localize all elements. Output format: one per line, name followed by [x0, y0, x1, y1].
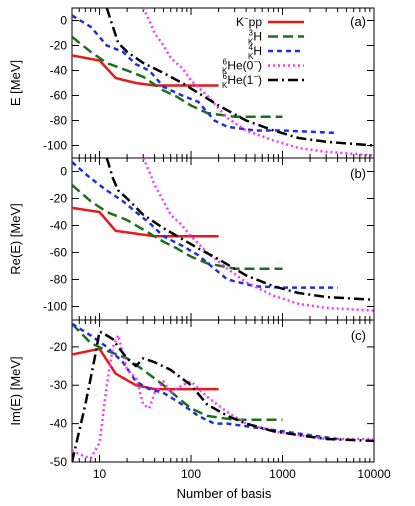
y-tick-label: -100 [43, 300, 67, 314]
y-tick-label: -40 [50, 64, 68, 78]
x-tick-label: 10000 [357, 467, 391, 481]
series-line-3 [72, 14, 338, 135]
y-axis-label: Im(E) [MeV] [8, 356, 23, 425]
x-tick-label: 10 [93, 467, 107, 481]
y-tick-label: -30 [50, 378, 68, 392]
series-line-1 [72, 206, 219, 238]
y-axis-label: Re(E) [MeV] [8, 203, 23, 275]
x-axis-label: Number of basis [177, 486, 272, 501]
y-tick-label: -50 [50, 455, 68, 469]
panel-label: (b) [350, 166, 366, 181]
series-line-5 [72, 330, 374, 462]
y-tick-label: 0 [60, 14, 67, 28]
panel-a: 0 -20 -40 -60 -80 -100 E [MeV] (a) [8, 7, 375, 159]
y-tick-label: -40 [50, 219, 68, 233]
legend-item-2: 3 KH [248, 29, 304, 47]
y-tick-label: -100 [43, 139, 67, 153]
legend-label: 6 KHe(1−) [222, 72, 262, 90]
panel-c: 10 100 1000 10000 -20 -30 -40 -50 Im(E) [MeV] (c) [8, 319, 391, 481]
legend-label: K−pp [236, 14, 262, 29]
legend-label: 3 KH [248, 29, 262, 47]
legend-label: 6 KHe(0−) [222, 58, 262, 76]
y-tick-label: -60 [50, 246, 68, 260]
series-line-1 [72, 54, 219, 87]
legend-label: 4 KH [248, 43, 262, 61]
series-line-2 [72, 184, 283, 270]
y-tick-label: -40 [50, 417, 68, 431]
legend-item-1: K−pp [236, 14, 304, 29]
series-line-2 [72, 322, 283, 422]
plot-frame [71, 157, 375, 321]
legend-item-4: 6 KHe(0−) [222, 58, 304, 76]
plot-frame [71, 319, 375, 463]
panel-label: (a) [350, 14, 366, 29]
panel-label: (c) [351, 328, 366, 343]
series-line-2 [72, 35, 283, 119]
series-line-1 [72, 347, 219, 391]
y-tick-label: -60 [50, 89, 68, 103]
y-axis-label: E [MeV] [8, 60, 23, 106]
y-tick-label: 0 [60, 165, 67, 179]
panel-b: 0 -20 -40 -60 -80 -100 Re(E) [MeV] (b) [8, 157, 375, 321]
panels: 0 -20 -40 -60 -80 -100 E [MeV] (a) 0 -20 -40 -60 -80… [8, 7, 391, 481]
y-tick-label: -20 [50, 340, 68, 354]
x-tick-label: 1000 [269, 467, 296, 481]
y-tick-label: -20 [50, 39, 68, 53]
x-tick-label: 100 [181, 467, 201, 481]
legend: K−pp3 KH4 KH6 KHe(0−)6 KHe(1−) [222, 14, 304, 90]
series-line-3 [72, 161, 338, 289]
series-line-4 [142, 8, 374, 157]
y-tick-label: -80 [50, 114, 68, 128]
legend-item-5: 6 KHe(1−) [222, 72, 304, 90]
y-tick-label: -20 [50, 192, 68, 206]
y-tick-label: -80 [50, 273, 68, 287]
legend-item-3: 4 KH [248, 43, 304, 61]
series-line-3 [72, 322, 338, 441]
series-line-5 [105, 8, 374, 147]
series-line-5 [105, 158, 374, 302]
